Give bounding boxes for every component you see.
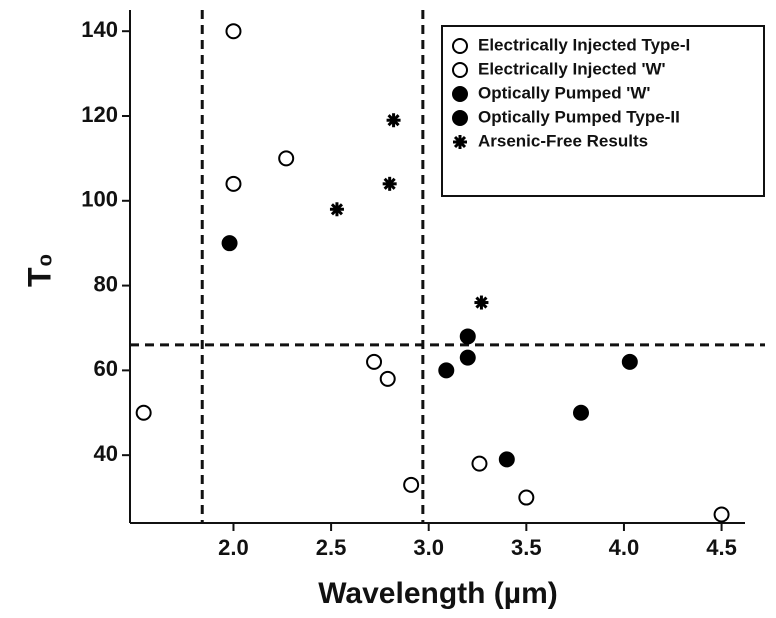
star-stroke [383,177,396,190]
point [573,404,589,421]
star-stroke [330,203,344,216]
x-tick-label: 2.5 [316,535,347,560]
point [379,370,396,387]
point [438,362,455,379]
point [329,202,344,217]
x-tick-label: 4.0 [609,535,640,560]
point [135,404,152,421]
legend-marker [452,86,468,102]
y-tick-label: 120 [81,102,118,127]
legend-marker [452,110,468,126]
point [225,23,242,40]
legend-marker [452,62,468,78]
point [518,489,535,506]
legend-label: Electrically Injected Type-I [478,35,690,54]
legend-box [441,25,765,197]
y-axis-label: T₀ [21,253,57,287]
legend-marker [452,38,468,54]
x-tick-label: 4.5 [706,535,737,560]
point [221,235,238,252]
point [621,353,638,370]
point [498,451,515,468]
star-stroke [475,296,488,309]
point [459,328,476,345]
y-tick-label: 80 [94,271,118,296]
legend-label: Electrically Injected 'W' [478,59,666,78]
point [278,150,295,167]
point [713,506,730,523]
point [474,295,489,310]
y-tick-label: 40 [94,441,118,466]
point [403,476,420,493]
point [225,175,242,192]
star-stroke [453,135,467,149]
legend-label: Optically Pumped Type-II [478,107,680,126]
point [366,353,383,370]
point [382,176,397,191]
y-tick-label: 100 [81,187,118,212]
y-tick-label: 140 [81,17,118,42]
legend-marker [453,135,467,149]
star-stroke [387,114,400,127]
legend-label: Optically Pumped 'W' [478,83,650,102]
y-tick-label: 60 [94,356,118,381]
x-tick-label: 3.0 [413,535,444,560]
point [459,349,476,366]
legend-label: Arsenic-Free Results [478,131,648,150]
point [386,113,401,128]
x-tick-label: 3.5 [511,535,542,560]
x-axis-label: Wavelength (µm) [318,577,558,610]
point [471,455,488,472]
x-tick-label: 2.0 [218,535,249,560]
